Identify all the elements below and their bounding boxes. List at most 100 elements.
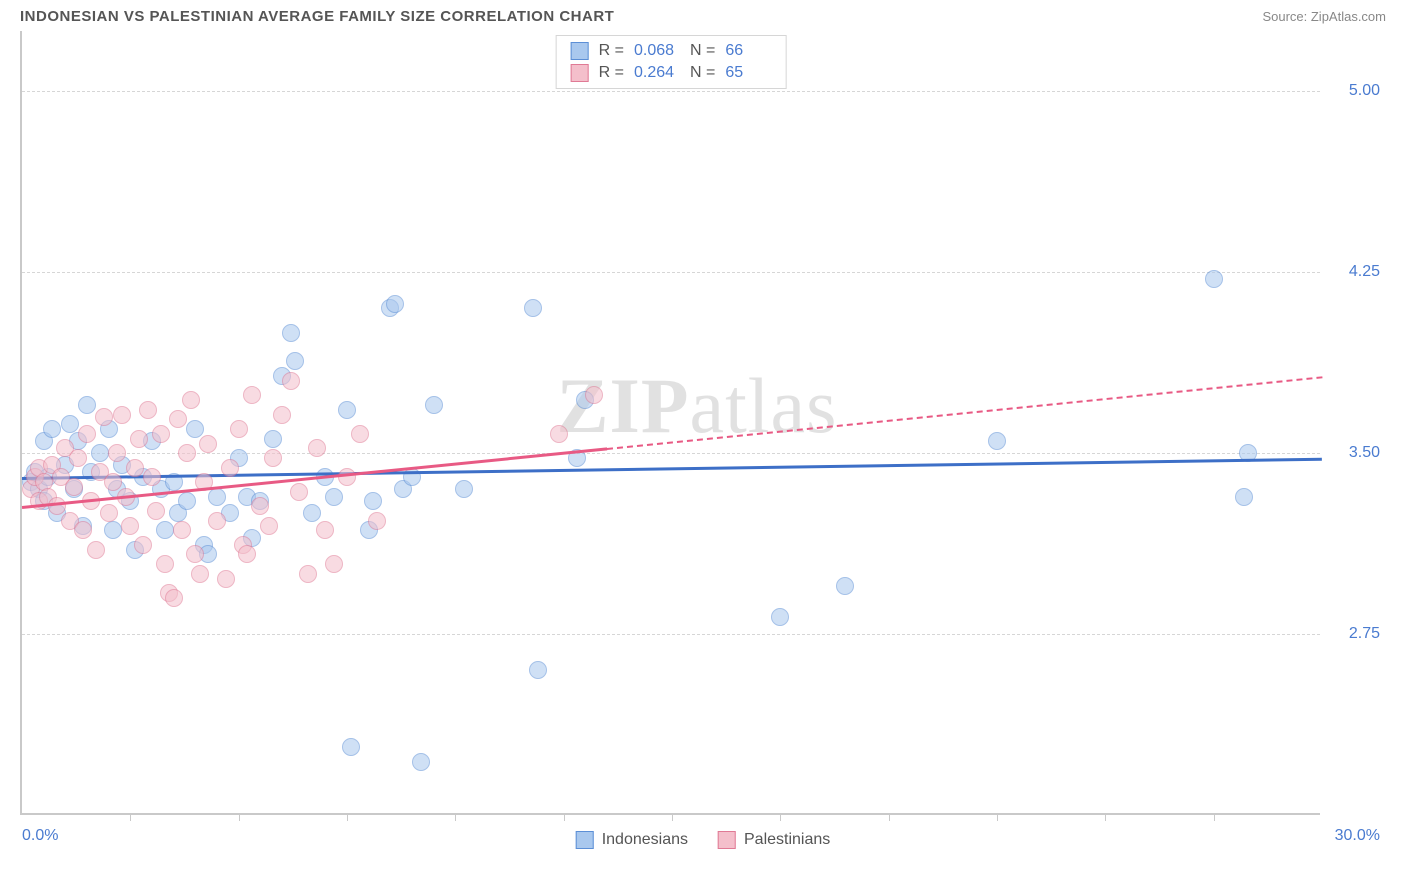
data-point bbox=[988, 432, 1006, 450]
data-point bbox=[338, 468, 356, 486]
data-point bbox=[412, 753, 430, 771]
n-label: N = bbox=[690, 42, 715, 60]
data-point bbox=[208, 488, 226, 506]
data-point bbox=[264, 430, 282, 448]
data-point bbox=[126, 459, 144, 477]
data-point bbox=[169, 410, 187, 428]
scatter-plot: ZIPatlas R =0.068N =66R =0.264N =65 2.75… bbox=[20, 31, 1320, 815]
data-point bbox=[325, 555, 343, 573]
source-prefix: Source: bbox=[1262, 9, 1310, 24]
data-point bbox=[351, 425, 369, 443]
data-point bbox=[156, 521, 174, 539]
data-point bbox=[286, 352, 304, 370]
watermark: ZIPatlas bbox=[556, 361, 837, 451]
x-tick bbox=[347, 813, 348, 821]
n-value: 65 bbox=[725, 64, 771, 82]
data-point bbox=[282, 324, 300, 342]
data-point bbox=[199, 435, 217, 453]
x-tick bbox=[239, 813, 240, 821]
data-point bbox=[238, 545, 256, 563]
data-point bbox=[173, 521, 191, 539]
data-point bbox=[108, 444, 126, 462]
data-point bbox=[230, 420, 248, 438]
data-point bbox=[134, 536, 152, 554]
data-point bbox=[251, 497, 269, 515]
y-tick-label: 2.75 bbox=[1330, 625, 1380, 643]
data-point bbox=[113, 406, 131, 424]
data-point bbox=[104, 473, 122, 491]
data-point bbox=[217, 570, 235, 588]
data-point bbox=[316, 521, 334, 539]
data-point bbox=[425, 396, 443, 414]
data-point bbox=[78, 396, 96, 414]
data-point bbox=[191, 565, 209, 583]
legend-swatch bbox=[576, 831, 594, 849]
y-tick-label: 5.00 bbox=[1330, 82, 1380, 100]
data-point bbox=[308, 439, 326, 457]
data-point bbox=[1205, 270, 1223, 288]
data-point bbox=[1235, 488, 1253, 506]
data-point bbox=[143, 468, 161, 486]
data-point bbox=[290, 483, 308, 501]
x-tick bbox=[130, 813, 131, 821]
r-value: 0.068 bbox=[634, 42, 680, 60]
data-point bbox=[95, 408, 113, 426]
legend-swatch bbox=[571, 42, 589, 60]
stats-legend: R =0.068N =66R =0.264N =65 bbox=[556, 35, 787, 89]
data-point bbox=[165, 589, 183, 607]
data-point bbox=[550, 425, 568, 443]
data-point bbox=[303, 504, 321, 522]
data-point bbox=[48, 497, 66, 515]
r-label: R = bbox=[599, 64, 624, 82]
data-point bbox=[260, 517, 278, 535]
y-tick-label: 3.50 bbox=[1330, 444, 1380, 462]
data-point bbox=[65, 478, 83, 496]
data-point bbox=[104, 521, 122, 539]
x-tick bbox=[455, 813, 456, 821]
data-point bbox=[152, 425, 170, 443]
data-point bbox=[455, 480, 473, 498]
gridline bbox=[22, 272, 1320, 273]
data-point bbox=[524, 299, 542, 317]
data-point bbox=[147, 502, 165, 520]
data-point bbox=[282, 372, 300, 390]
data-point bbox=[186, 420, 204, 438]
stats-row: R =0.068N =66 bbox=[557, 40, 786, 62]
legend-label: Palestinians bbox=[744, 831, 830, 849]
data-point bbox=[221, 459, 239, 477]
source-name: ZipAtlas.com bbox=[1311, 9, 1386, 24]
trend-line bbox=[22, 458, 1322, 480]
n-value: 66 bbox=[725, 42, 771, 60]
x-min-label: 0.0% bbox=[22, 827, 58, 845]
data-point bbox=[91, 444, 109, 462]
data-point bbox=[139, 401, 157, 419]
data-point bbox=[529, 661, 547, 679]
data-point bbox=[771, 608, 789, 626]
data-point bbox=[74, 521, 92, 539]
data-point bbox=[368, 512, 386, 530]
x-tick bbox=[1214, 813, 1215, 821]
data-point bbox=[208, 512, 226, 530]
series-legend: Indonesians Palestinians bbox=[576, 831, 831, 849]
x-tick bbox=[889, 813, 890, 821]
source-attribution: Source: ZipAtlas.com bbox=[1262, 9, 1386, 24]
data-point bbox=[61, 415, 79, 433]
data-point bbox=[299, 565, 317, 583]
data-point bbox=[338, 401, 356, 419]
legend-swatch bbox=[571, 64, 589, 82]
gridline bbox=[22, 91, 1320, 92]
data-point bbox=[273, 406, 291, 424]
x-tick bbox=[1105, 813, 1106, 821]
data-point bbox=[178, 492, 196, 510]
legend-item: Indonesians bbox=[576, 831, 688, 849]
data-point bbox=[69, 449, 87, 467]
data-point bbox=[186, 545, 204, 563]
data-point bbox=[243, 386, 261, 404]
legend-label: Indonesians bbox=[602, 831, 688, 849]
data-point bbox=[342, 738, 360, 756]
data-point bbox=[264, 449, 282, 467]
n-label: N = bbox=[690, 64, 715, 82]
data-point bbox=[585, 386, 603, 404]
data-point bbox=[325, 488, 343, 506]
chart-title: INDONESIAN VS PALESTINIAN AVERAGE FAMILY… bbox=[20, 8, 614, 25]
